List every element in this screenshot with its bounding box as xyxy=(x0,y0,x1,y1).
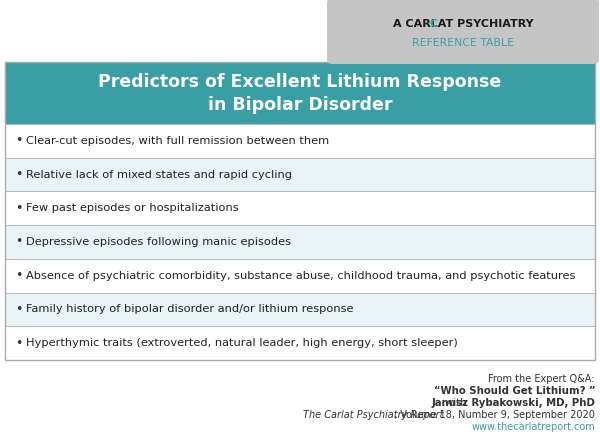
Text: A CARLAT PSYCHIATRY: A CARLAT PSYCHIATRY xyxy=(392,19,533,29)
Text: •: • xyxy=(15,337,22,350)
Text: •: • xyxy=(15,202,22,215)
Text: Few past episodes or hospitalizations: Few past episodes or hospitalizations xyxy=(26,203,239,213)
Bar xyxy=(5,326,595,360)
Text: Family history of bipolar disorder and/or lithium response: Family history of bipolar disorder and/o… xyxy=(26,304,353,315)
Text: www.thecarlatreport.com: www.thecarlatreport.com xyxy=(471,422,595,432)
Text: with: with xyxy=(445,398,470,408)
Text: Hyperthymic traits (extroverted, natural leader, high energy, short sleeper): Hyperthymic traits (extroverted, natural… xyxy=(26,338,458,348)
Bar xyxy=(5,191,595,225)
Text: Janusz Rybakowski, MD, PhD: Janusz Rybakowski, MD, PhD xyxy=(431,398,595,408)
Bar xyxy=(5,124,595,158)
Text: Absence of psychiatric comorbidity, substance abuse, childhood trauma, and psych: Absence of psychiatric comorbidity, subs… xyxy=(26,271,575,281)
Text: The Carlat Psychiatry Report: The Carlat Psychiatry Report xyxy=(302,410,443,420)
Text: Relative lack of mixed states and rapid cycling: Relative lack of mixed states and rapid … xyxy=(26,169,292,180)
Text: Depressive episodes following manic episodes: Depressive episodes following manic epis… xyxy=(26,237,291,247)
Text: •: • xyxy=(15,168,22,181)
Bar xyxy=(5,158,595,191)
Text: Predictors of Excellent Lithium Response: Predictors of Excellent Lithium Response xyxy=(98,73,502,92)
Text: •: • xyxy=(15,235,22,249)
Text: C: C xyxy=(430,19,438,29)
Bar xyxy=(5,62,595,360)
Text: •: • xyxy=(15,303,22,316)
Bar xyxy=(5,293,595,326)
Text: REFERENCE TABLE: REFERENCE TABLE xyxy=(412,38,514,48)
Text: “Who Should Get Lithium? ”: “Who Should Get Lithium? ” xyxy=(433,386,595,396)
Text: in Bipolar Disorder: in Bipolar Disorder xyxy=(208,96,392,114)
Text: , Volume 18, Number 9, September 2020: , Volume 18, Number 9, September 2020 xyxy=(394,410,595,420)
FancyBboxPatch shape xyxy=(327,0,599,64)
Bar xyxy=(5,259,595,293)
Text: •: • xyxy=(15,269,22,282)
Bar xyxy=(5,225,595,259)
Bar xyxy=(5,62,595,124)
Text: •: • xyxy=(15,134,22,147)
Text: Clear-cut episodes, with full remission between them: Clear-cut episodes, with full remission … xyxy=(26,136,329,146)
Text: From the Expert Q&A:: From the Expert Q&A: xyxy=(488,374,595,384)
